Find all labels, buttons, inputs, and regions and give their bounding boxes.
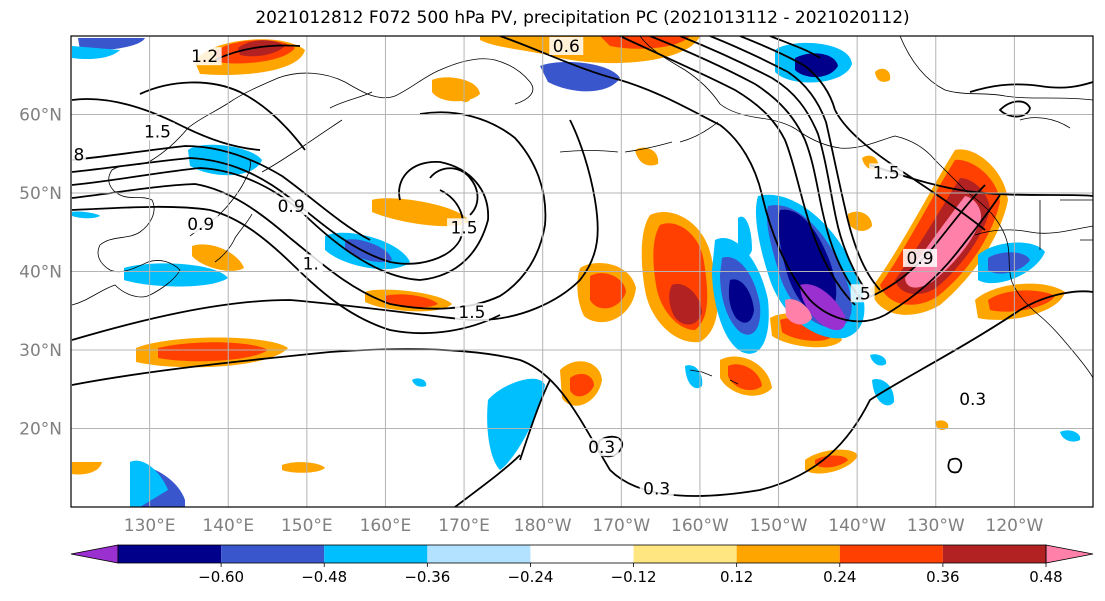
contour-label-bg <box>869 163 904 182</box>
lon-tick-label: 150°E <box>281 516 333 536</box>
colorbar-segment <box>942 545 1046 563</box>
contour-label: 8 <box>73 145 84 165</box>
colorbar-tick-label: 0.12 <box>720 568 753 586</box>
lat-tick-label: 60°N <box>19 106 62 126</box>
lat-tick-label: 40°N <box>19 263 62 283</box>
coastlines <box>71 36 1093 385</box>
contour-label: 1.5 <box>873 163 900 183</box>
contour-label: 0.9 <box>187 215 214 235</box>
colorbar-outline <box>117 544 1047 564</box>
lat-tick-label: 50°N <box>19 184 62 204</box>
colorbar-segment <box>530 545 634 563</box>
contour-label-bg <box>850 284 875 303</box>
colorbar-tick-label: 0.36 <box>926 568 959 586</box>
colorbar-segment <box>839 545 943 563</box>
colorbar-tick-label: −0.60 <box>198 568 244 586</box>
contour-labels: 1.2 0.6 1.5 8 0.9 0.9 1. 1.5 1.5 1.5 0.9 .5 0.3 0.3 0.… <box>71 36 990 500</box>
contour-label-bg <box>955 390 990 409</box>
lon-tick-label: 160°E <box>360 516 412 536</box>
colorbar-segment <box>736 545 840 563</box>
contour-label-bg <box>454 303 489 322</box>
lon-tick-label: 170°E <box>438 516 490 536</box>
contour-label: 1.2 <box>191 47 218 67</box>
longitude-tick-labels: 130°E 140°E 150°E 160°E 170°E 180°W 170°W 160°W… <box>124 516 1044 536</box>
map-title: 2021012812 F072 500 hPa PV, precipitatio… <box>255 8 910 28</box>
colorbar-segment <box>118 545 222 563</box>
colorbar: −0.60 −0.48 −0.36 −0.24 −0.12 0.12 0.24 0.36 0.4… <box>70 544 1094 586</box>
contour-label: 0.3 <box>588 438 615 458</box>
colorbar-segment <box>221 545 325 563</box>
colorbar-segment <box>633 545 737 563</box>
map-frame <box>70 35 1094 508</box>
contour-label-bg <box>298 254 323 273</box>
contour-label: 1.5 <box>144 123 171 143</box>
kuril-islands <box>261 91 373 173</box>
colorbar-tick-label: −0.24 <box>507 568 553 586</box>
contour-label: 1.5 <box>451 218 478 238</box>
colorbar-extend-high <box>1045 544 1094 564</box>
contour-label-bg <box>639 479 674 498</box>
colorbar-segment <box>324 545 428 563</box>
contour-label: 0.9 <box>907 249 934 269</box>
aleutian-islands <box>559 121 719 153</box>
lon-tick-label: 150°W <box>750 516 808 536</box>
colorbar-segment <box>427 545 531 563</box>
lon-tick-label: 140°E <box>202 516 254 536</box>
colorbar-tick-label: −0.12 <box>611 568 657 586</box>
lat-tick-label: 20°N <box>19 420 62 440</box>
lon-tick-label: 130°W <box>907 516 965 536</box>
contour-label: .5 <box>855 284 871 304</box>
contour-label: 0.3 <box>959 390 986 410</box>
contour-label-bg <box>274 197 309 216</box>
lon-tick-label: 160°W <box>671 516 729 536</box>
lon-tick-label: 140°W <box>828 516 886 536</box>
contour-label-bg <box>447 218 482 237</box>
pv-contours <box>71 36 1093 507</box>
colorbar-tick-label: −0.48 <box>301 568 347 586</box>
contour-label-bg <box>183 215 218 234</box>
asia-coast <box>71 58 534 306</box>
lon-tick-label: 180°W <box>514 516 572 536</box>
graticule <box>71 36 1093 507</box>
contour-label-bg <box>903 248 938 267</box>
lon-tick-label: 170°W <box>592 516 650 536</box>
latitude-tick-labels: 20°N 30°N 40°N 50°N 60°N <box>19 106 62 440</box>
contour-label: 0.3 <box>643 480 670 500</box>
lon-tick-label: 120°W <box>986 516 1044 536</box>
colorbar-extend-low <box>70 544 119 564</box>
lon-tick-label: 130°E <box>124 516 176 536</box>
contour-label-bg <box>584 438 619 457</box>
map-field <box>71 36 1093 507</box>
contour-label: 1.5 <box>458 303 485 323</box>
contour-label-bg <box>71 145 86 164</box>
contour-label: 0.9 <box>278 197 305 217</box>
colorbar-tick-label: −0.36 <box>404 568 450 586</box>
colorbar-tick-label: 0.48 <box>1029 568 1062 586</box>
contour-label: 0.6 <box>553 37 580 57</box>
colorbar-tick-label: 0.24 <box>823 568 856 586</box>
pv-contour-0.3-south <box>71 290 1093 497</box>
contour-label-bg <box>140 122 175 141</box>
contour-label: 1. <box>303 254 319 274</box>
contour-label-bg <box>187 47 222 66</box>
hawaii <box>689 369 739 385</box>
contour-label-bg <box>549 36 584 55</box>
lat-tick-label: 30°N <box>19 341 62 361</box>
